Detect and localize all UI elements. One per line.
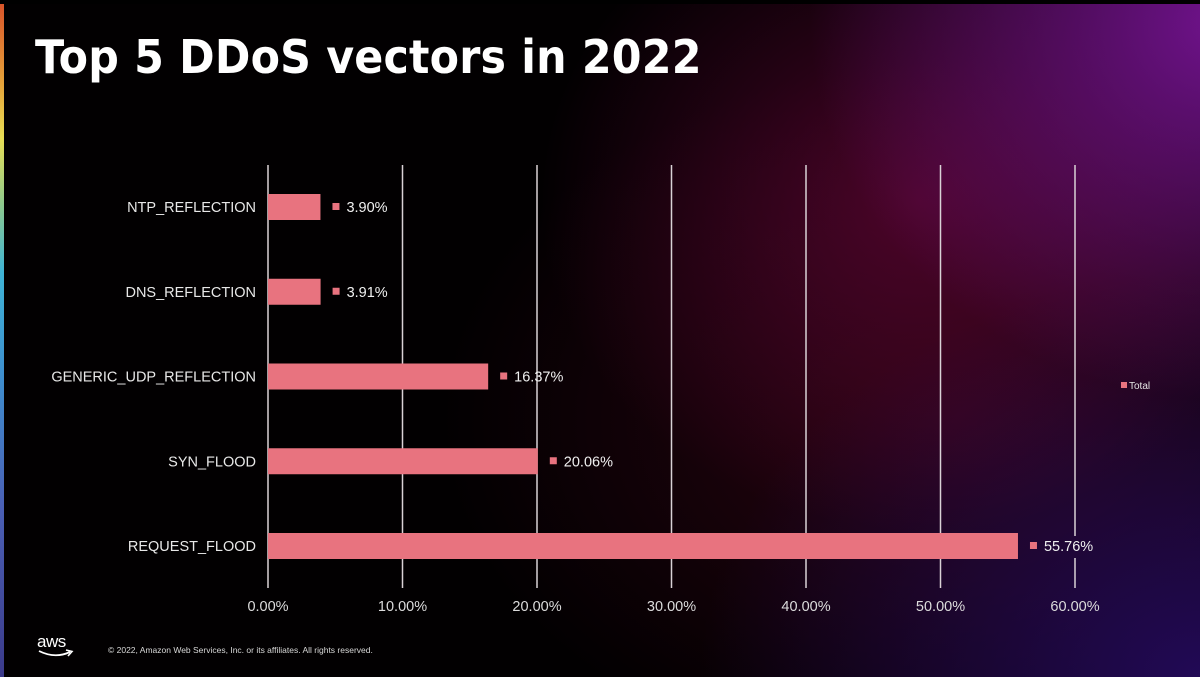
copyright-text: © 2022, Amazon Web Services, Inc. or its… xyxy=(108,645,373,655)
data-label: 16.37% xyxy=(514,370,563,386)
bar xyxy=(268,363,489,390)
x-tick-label: 20.00% xyxy=(512,599,561,615)
legend-label: Total xyxy=(1129,381,1150,392)
top-edge xyxy=(0,0,1200,4)
data-label: 3.91% xyxy=(347,285,388,301)
data-label-marker xyxy=(500,372,508,380)
slide-title: Top 5 DDoS vectors in 2022 xyxy=(35,30,702,84)
data-label-marker xyxy=(1029,542,1037,549)
legend-swatch xyxy=(1121,382,1127,388)
legend: Total xyxy=(1121,381,1150,392)
x-tick-label: 60.00% xyxy=(1050,599,1099,615)
x-tick-label: 10.00% xyxy=(378,599,427,615)
data-label: 55.76% xyxy=(1044,539,1093,555)
category-label: SYN_FLOOD xyxy=(168,454,256,470)
category-label: NTP_REFLECTION xyxy=(127,200,256,216)
data-label: 3.90% xyxy=(346,200,387,216)
bar xyxy=(268,278,321,305)
category-label: REQUEST_FLOOD xyxy=(128,539,256,555)
data-label-marker xyxy=(549,457,557,465)
x-tick-label: 40.00% xyxy=(781,599,830,615)
data-labels: 3.90% 3.91% 16.37% 20.06% 55.76% xyxy=(332,200,1093,555)
category-label: GENERIC_UDP_REFLECTION xyxy=(51,370,256,386)
x-tick-labels: 0.00% 10.00% 20.00% 30.00% 40.00% 50.00% 60.00… xyxy=(247,599,1099,615)
aws-smile-icon xyxy=(38,649,74,657)
aws-logo-text: aws xyxy=(37,632,66,651)
category-labels: NTP_REFLECTION DNS_REFLECTION GENERIC_UDP_… xyxy=(51,200,256,555)
bar xyxy=(268,194,321,220)
data-label-marker xyxy=(332,203,340,210)
bar xyxy=(268,448,538,475)
category-label: DNS_REFLECTION xyxy=(125,285,256,301)
left-accent-strip xyxy=(0,4,4,677)
x-tick-label: 0.00% xyxy=(247,599,288,615)
aws-logo: aws xyxy=(37,632,74,657)
data-label-marker xyxy=(332,287,340,295)
x-tick-label: 50.00% xyxy=(916,599,965,615)
data-label: 20.06% xyxy=(564,454,613,470)
bars xyxy=(268,194,1018,559)
x-tick-label: 30.00% xyxy=(647,599,696,615)
bar xyxy=(268,533,1018,559)
